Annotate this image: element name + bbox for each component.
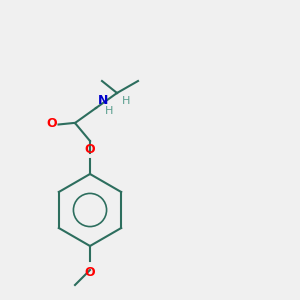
Text: H: H bbox=[105, 106, 113, 116]
Text: H: H bbox=[122, 96, 130, 106]
Text: O: O bbox=[46, 116, 57, 130]
Text: O: O bbox=[85, 143, 95, 156]
Text: N: N bbox=[98, 94, 108, 106]
Text: O: O bbox=[85, 266, 95, 278]
